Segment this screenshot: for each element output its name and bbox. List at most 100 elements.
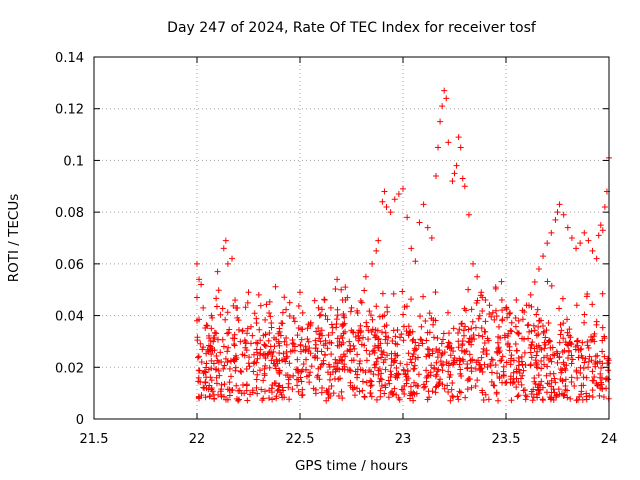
data-point — [455, 329, 462, 336]
data-point — [580, 374, 587, 381]
data-point — [371, 349, 378, 356]
data-point — [279, 384, 286, 391]
data-point — [554, 359, 561, 366]
data-point — [527, 362, 534, 369]
data-point — [515, 366, 522, 373]
data-point — [286, 313, 293, 320]
data-point — [470, 331, 477, 338]
data-point — [583, 293, 590, 300]
data-point — [535, 323, 542, 330]
data-point — [224, 260, 231, 267]
data-point — [507, 355, 514, 362]
data-point — [468, 325, 475, 332]
data-point — [272, 362, 279, 369]
data-point — [435, 144, 442, 151]
data-point — [391, 385, 398, 392]
data-point — [438, 362, 445, 369]
data-point — [531, 327, 538, 334]
data-point — [526, 328, 533, 335]
data-point — [415, 354, 422, 361]
data-point — [556, 201, 563, 208]
data-point — [449, 379, 456, 386]
data-point — [534, 306, 541, 313]
data-point — [306, 345, 313, 352]
data-point — [423, 367, 430, 374]
data-point — [247, 340, 254, 347]
data-point — [531, 278, 538, 285]
data-point — [462, 323, 469, 330]
data-point — [229, 335, 236, 342]
data-point — [531, 345, 538, 352]
data-point — [298, 368, 305, 375]
data-point — [573, 397, 580, 404]
data-point — [533, 311, 540, 318]
data-point — [566, 326, 573, 333]
data-point — [503, 359, 510, 366]
data-point — [599, 348, 606, 355]
data-point — [434, 335, 441, 342]
data-point — [418, 323, 425, 330]
y-tick-label: 0.04 — [55, 310, 84, 325]
data-point — [255, 291, 262, 298]
data-point — [317, 338, 324, 345]
data-point — [294, 332, 301, 339]
data-point — [250, 351, 257, 358]
data-point — [197, 340, 204, 347]
data-point — [381, 390, 388, 397]
data-point — [243, 366, 250, 373]
data-point — [568, 235, 575, 241]
data-point — [589, 336, 596, 343]
data-point — [224, 330, 231, 337]
data-point — [260, 332, 267, 339]
data-point — [572, 346, 579, 353]
data-point — [569, 356, 576, 363]
data-point — [495, 323, 502, 330]
data-point — [316, 312, 323, 319]
data-point — [561, 347, 568, 354]
data-point — [408, 296, 415, 303]
data-point — [390, 359, 397, 366]
data-point — [573, 367, 580, 374]
data-point — [478, 325, 485, 332]
data-point — [279, 394, 286, 401]
data-point — [474, 377, 481, 384]
data-point — [580, 382, 587, 389]
data-point — [322, 340, 329, 347]
data-point — [221, 362, 228, 369]
data-point — [455, 396, 462, 403]
data-point — [518, 353, 525, 360]
data-point — [540, 354, 547, 361]
data-point — [534, 394, 541, 401]
data-point — [540, 384, 547, 391]
data-point — [513, 297, 520, 304]
data-point — [565, 348, 572, 355]
data-point — [222, 316, 229, 323]
data-point — [203, 350, 210, 357]
data-point — [416, 219, 423, 226]
data-point — [460, 327, 467, 334]
data-point — [379, 198, 386, 205]
data-point — [583, 374, 590, 381]
data-point — [195, 374, 202, 381]
data-point — [533, 363, 540, 370]
data-point — [388, 371, 395, 378]
data-point — [276, 350, 283, 357]
data-point — [200, 344, 207, 351]
data-point — [565, 342, 572, 349]
data-point — [272, 283, 279, 290]
data-point — [254, 371, 261, 378]
data-point — [479, 307, 486, 314]
data-point — [475, 357, 482, 364]
data-point — [395, 191, 402, 198]
data-point — [224, 359, 231, 366]
data-point — [259, 397, 266, 404]
data-point — [211, 334, 218, 341]
data-point — [599, 324, 606, 331]
data-point — [371, 343, 378, 350]
data-point — [336, 375, 343, 382]
data-point — [534, 384, 541, 391]
data-point — [251, 359, 258, 366]
data-point — [475, 332, 482, 339]
data-point — [362, 369, 369, 376]
data-point — [291, 318, 298, 325]
